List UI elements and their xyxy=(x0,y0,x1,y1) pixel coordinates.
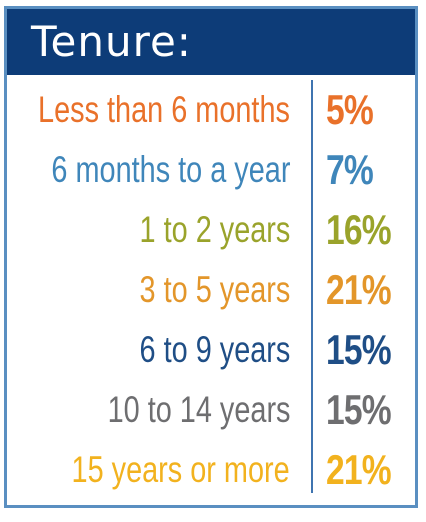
tenure-row: 10 to 14 years 15% xyxy=(0,380,420,440)
tenure-label: Less than 6 months xyxy=(38,89,290,130)
tenure-label: 6 months to a year xyxy=(50,149,290,190)
tenure-value: 15% xyxy=(326,386,392,433)
tenure-row: 6 to 9 years 15% xyxy=(0,320,420,380)
tenure-row: Less than 6 months 5% xyxy=(0,80,420,140)
tenure-value: 16% xyxy=(326,206,392,253)
tenure-value: 7% xyxy=(326,146,374,193)
tenure-card: Tenure: xyxy=(4,6,418,508)
tenure-label: 3 to 5 years xyxy=(139,269,290,310)
tenure-label: 10 to 14 years xyxy=(107,389,290,430)
tenure-row: 1 to 2 years 16% xyxy=(0,200,420,260)
tenure-row: 6 months to a year 7% xyxy=(0,140,420,200)
tenure-row: 15 years or more 21% xyxy=(0,440,420,500)
tenure-value: 21% xyxy=(326,446,392,493)
tenure-label: 15 years or more xyxy=(71,449,290,490)
tenure-value: 21% xyxy=(326,266,392,313)
tenure-label: 6 to 9 years xyxy=(139,329,290,370)
tenure-value: 15% xyxy=(326,326,392,373)
header-bar: Tenure: xyxy=(7,9,415,75)
column-divider xyxy=(311,80,313,493)
tenure-row: 3 to 5 years 21% xyxy=(0,260,420,320)
chart-title: Tenure: xyxy=(31,17,192,66)
tenure-value: 5% xyxy=(326,86,374,133)
tenure-label: 1 to 2 years xyxy=(139,209,290,250)
